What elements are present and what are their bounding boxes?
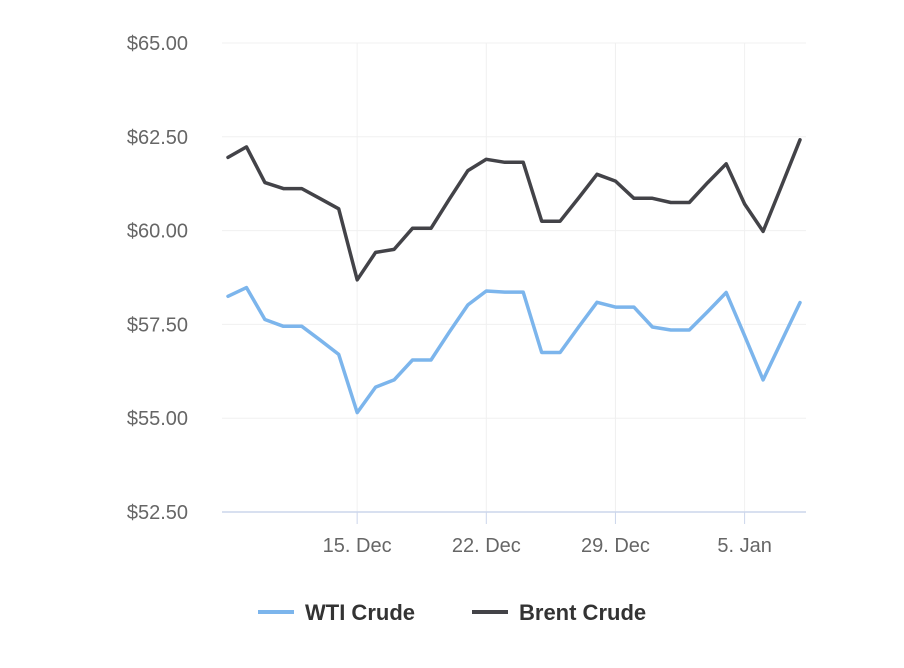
gridlines: [222, 42, 806, 512]
y-tick-label: $62.50: [127, 127, 188, 149]
legend-label: WTI Crude: [305, 600, 415, 625]
x-tick-label: 22. Dec: [452, 535, 521, 557]
legend: WTI Crude Brent Crude: [258, 600, 646, 625]
y-tick-label: $57.50: [127, 314, 188, 336]
legend-label: Brent Crude: [519, 600, 646, 625]
y-axis: $52.50 $55.00 $57.50 $60.00 $62.50 $65.00: [127, 33, 188, 524]
y-tick-label: $52.50: [127, 502, 188, 524]
legend-item-wti-crude[interactable]: WTI Crude: [258, 600, 415, 625]
x-tick-label: 29. Dec: [581, 535, 650, 557]
x-tick-label: 5. Jan: [717, 535, 771, 557]
series-line-wti-crude[interactable]: [226, 285, 802, 415]
series-lines: [226, 138, 802, 415]
x-axis: 15. Dec 22. Dec 29. Dec 5. Jan: [222, 511, 806, 557]
y-tick-label: $60.00: [127, 221, 188, 243]
y-tick-label: $65.00: [127, 33, 188, 55]
series-line-brent-crude[interactable]: [226, 138, 802, 282]
y-tick-label: $55.00: [127, 408, 188, 430]
legend-item-brent-crude[interactable]: Brent Crude: [472, 600, 646, 625]
x-tick-label: 15. Dec: [323, 535, 392, 557]
